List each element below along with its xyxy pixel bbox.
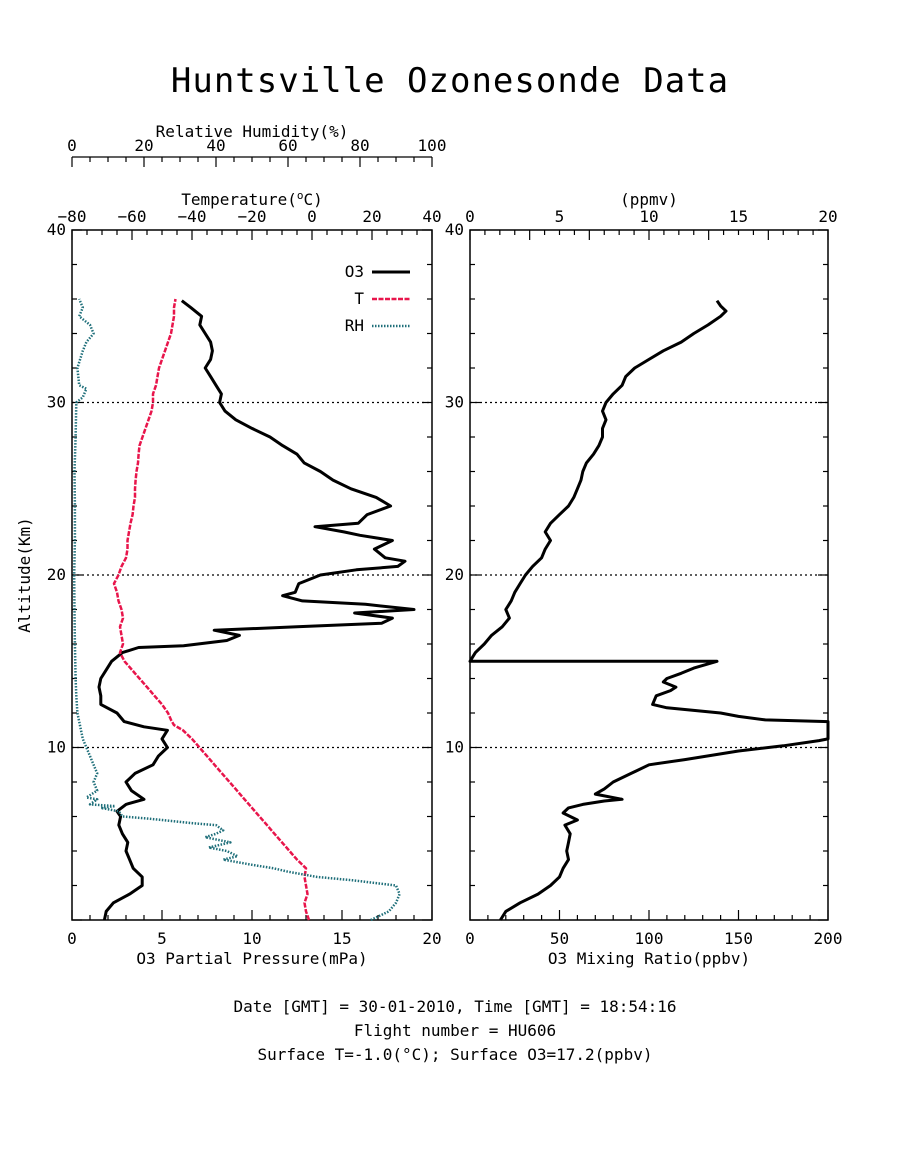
x-tick-label: 50	[550, 929, 569, 948]
x-tick-label: 150	[724, 929, 753, 948]
temperature-axis-label: Temperature(oC)	[181, 189, 323, 209]
x-tick-label: 15	[332, 929, 351, 948]
top-tick-label: 5	[555, 207, 565, 226]
series-line-t	[112, 298, 311, 921]
y-tick-label: 30	[445, 393, 464, 412]
y-tick-label: 30	[47, 393, 66, 412]
x-tick-label: 0	[465, 929, 475, 948]
footer-surface-values: Surface T=-1.0(°C); Surface O3=17.2(ppbv…	[258, 1045, 653, 1064]
x-tick-label: 5	[157, 929, 167, 948]
top-tick-label: 10	[639, 207, 658, 226]
x-tick-label: 100	[635, 929, 664, 948]
top-tick-label: 15	[729, 207, 748, 226]
x-tick-label: 20	[422, 929, 441, 948]
series-line-o3	[97, 299, 416, 921]
footer-flight-number: Flight number = HU606	[354, 1021, 556, 1040]
y-tick-label: 40	[47, 220, 66, 239]
footer-date-time: Date [GMT] = 30-01-2010, Time [GMT] = 18…	[233, 997, 676, 1016]
rh-axis-label: Relative Humidity(%)	[156, 122, 349, 141]
x-axis-label: O3 Partial Pressure(mPa)	[136, 949, 367, 968]
rh-tick-label: 60	[278, 136, 297, 155]
rh-tick-label: 100	[418, 136, 447, 155]
x-tick-label: 0	[67, 929, 77, 948]
y-axis-label: Altitude(Km)	[15, 517, 34, 633]
series-line-o3-mixing-ratio	[468, 299, 830, 921]
top-tick-label: 20	[818, 207, 837, 226]
top-tick-label: 40	[422, 207, 441, 226]
rh-tick-label: 20	[134, 136, 153, 155]
legend-label-rh: RH	[345, 316, 364, 335]
top-tick-label: 0	[307, 207, 317, 226]
top-tick-label: −40	[178, 207, 207, 226]
temperature-axis-unit: C)	[303, 190, 322, 209]
x-axis-label: O3 Mixing Ratio(ppbv)	[548, 949, 750, 968]
x-tick-label: 10	[242, 929, 261, 948]
y-tick-label: 10	[445, 738, 464, 757]
y-tick-label: 20	[47, 565, 66, 584]
top-tick-label: −20	[238, 207, 267, 226]
plot-frame	[469, 229, 829, 921]
top-tick-label: 20	[362, 207, 381, 226]
temperature-axis-paren: (	[287, 190, 297, 209]
y-tick-label: 10	[47, 738, 66, 757]
y-tick-label: 20	[445, 565, 464, 584]
chart-title: Huntsville Ozonesonde Data	[171, 61, 729, 101]
left-panel: 10 20 30 40 0 5 10 15 20 O3 Partial Pressure(mPa)…	[15, 122, 446, 968]
top-tick-label: 0	[465, 207, 475, 226]
degree-sup: o	[297, 189, 304, 202]
legend-label-t: T	[354, 289, 364, 308]
plot-frame	[71, 229, 433, 921]
rh-tick-label: 40	[206, 136, 225, 155]
ppmv-axis-label: (ppmv)	[620, 190, 678, 209]
top-tick-label: −60	[118, 207, 147, 226]
legend-label-o3: O3	[345, 262, 364, 281]
top-tick-label: −80	[58, 207, 87, 226]
rh-tick-label: 0	[67, 136, 77, 155]
y-tick-label: 40	[445, 220, 464, 239]
x-tick-label: 200	[814, 929, 843, 948]
rh-tick-label: 80	[350, 136, 369, 155]
series-line-rh	[72, 298, 401, 922]
